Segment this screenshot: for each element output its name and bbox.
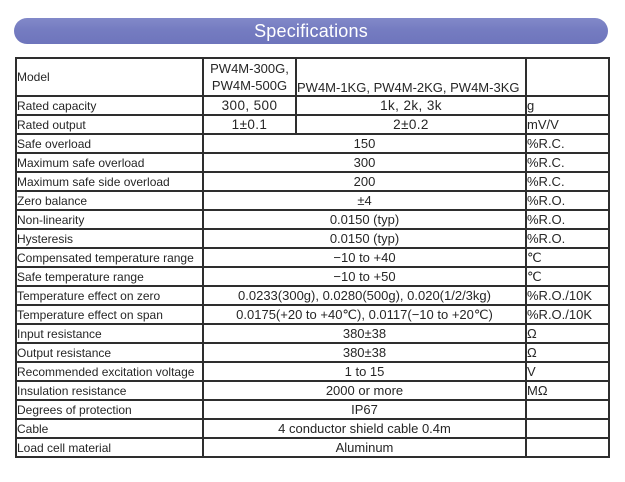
spec-row-label: Safe overload <box>15 133 204 154</box>
spec-row-label: Temperature effect on span <box>15 304 204 325</box>
spec-value: −10 to +40 <box>202 247 527 268</box>
spec-value: 0.0175(+20 to +40℃), 0.0117(−10 to +20℃) <box>202 304 527 325</box>
spec-row-label: Input resistance <box>15 323 204 344</box>
spec-value: 150 <box>202 133 527 154</box>
spec-row-label: Zero balance <box>15 190 204 211</box>
spec-unit-cell <box>525 437 610 458</box>
spec-row-label: Output resistance <box>15 342 204 363</box>
spec-unit-cell: ℃ <box>525 247 610 268</box>
table-row-rated-capacity: Rated capacity 300, 500 1k, 2k, 3k g <box>15 95 610 116</box>
spec-unit-cell: Ω <box>525 323 610 344</box>
table-row: Compensated temperature range −10 to +40… <box>15 247 610 268</box>
spec-unit-cell: V <box>525 361 610 382</box>
spec-unit-cell: %R.C. <box>525 152 610 173</box>
model-group-small-cell: PW4M-300G, PW4M-500G <box>202 57 297 97</box>
table-row: Temperature effect on span 0.0175(+20 to… <box>15 304 610 325</box>
spec-row-label: Load cell material <box>15 437 204 458</box>
spec-unit-cell: %R.O. <box>525 209 610 230</box>
spec-value: −10 to +50 <box>202 266 527 287</box>
table-row: Load cell material Aluminum <box>15 437 610 458</box>
spec-value: IP67 <box>202 399 527 420</box>
table-row-rated-output: Rated output 1±0.1 2±0.2 mV/V <box>15 114 610 135</box>
spec-value: ±4 <box>202 190 527 211</box>
spec-row-label: Cable <box>15 418 204 439</box>
spec-value: 0.0233(300g), 0.0280(500g), 0.020(1/2/3k… <box>202 285 527 306</box>
spec-value: 0.0150 (typ) <box>202 228 527 249</box>
table-row: Safe overload 150 %R.C. <box>15 133 610 154</box>
spec-unit-cell <box>525 418 610 439</box>
table-row: Output resistance 380±38 Ω <box>15 342 610 363</box>
spec-row-label: Hysteresis <box>15 228 204 249</box>
spec-unit-cell: %R.C. <box>525 133 610 154</box>
spec-unit-cell: %R.C. <box>525 171 610 192</box>
spec-value-group-b: 1k, 2k, 3k <box>295 95 527 116</box>
spec-unit-cell: Ω <box>525 342 610 363</box>
table-row: Safe temperature range −10 to +50 ℃ <box>15 266 610 287</box>
table-row: Hysteresis 0.0150 (typ) %R.O. <box>15 228 610 249</box>
spec-value-group-a: 1±0.1 <box>202 114 297 135</box>
table-row: Cable 4 conductor shield cable 0.4m <box>15 418 610 439</box>
spec-unit-cell: %R.O. <box>525 228 610 249</box>
spec-value: 380±38 <box>202 323 527 344</box>
spec-row-label: Maximum safe side overload <box>15 171 204 192</box>
spec-unit-cell <box>525 399 610 420</box>
spec-row-label: Rated capacity <box>15 95 204 116</box>
spec-row-label: Non-linearity <box>15 209 204 230</box>
spec-unit-cell: %R.O./10K <box>525 285 610 306</box>
spec-unit-cell: MΩ <box>525 380 610 401</box>
table-row-model: Model PW4M-300G, PW4M-500G PW4M-1KG, PW4… <box>15 57 610 97</box>
spec-row-label: Rated output <box>15 114 204 135</box>
spec-row-label: Maximum safe overload <box>15 152 204 173</box>
spec-unit-cell: mV/V <box>525 114 610 135</box>
spec-row-label: Insulation resistance <box>15 380 204 401</box>
table-row: Maximum safe side overload 200 %R.C. <box>15 171 610 192</box>
specifications-table: Model PW4M-300G, PW4M-500G PW4M-1KG, PW4… <box>15 57 610 458</box>
table-row: Recommended excitation voltage 1 to 15 V <box>15 361 610 382</box>
spec-unit-cell <box>525 57 610 97</box>
spec-unit-cell: %R.O. <box>525 190 610 211</box>
spec-value: 4 conductor shield cable 0.4m <box>202 418 527 439</box>
spec-value: 1 to 15 <box>202 361 527 382</box>
spec-value: 200 <box>202 171 527 192</box>
table-row: Maximum safe overload 300 %R.C. <box>15 152 610 173</box>
page-title: Specifications <box>254 20 368 41</box>
spec-value: 300 <box>202 152 527 173</box>
spec-row-label: Model <box>15 57 204 97</box>
model-group-small-line1: PW4M-300G, <box>210 61 289 76</box>
spec-row-label: Degrees of protection <box>15 399 204 420</box>
table-row: Non-linearity 0.0150 (typ) %R.O. <box>15 209 610 230</box>
spec-value: 0.0150 (typ) <box>202 209 527 230</box>
spec-value-group-b: 2±0.2 <box>295 114 527 135</box>
model-group-small-line2: PW4M-500G <box>211 78 288 93</box>
spec-row-label: Temperature effect on zero <box>15 285 204 306</box>
model-group-large-cell: PW4M-1KG, PW4M-2KG, PW4M-3KG <box>295 57 527 97</box>
table-row: Input resistance 380±38 Ω <box>15 323 610 344</box>
table-row: Insulation resistance 2000 or more MΩ <box>15 380 610 401</box>
table-row: Zero balance ±4 %R.O. <box>15 190 610 211</box>
spec-value: Aluminum <box>202 437 527 458</box>
table-row: Degrees of protection IP67 <box>15 399 610 420</box>
spec-row-label: Compensated temperature range <box>15 247 204 268</box>
spec-unit-cell: ℃ <box>525 266 610 287</box>
spec-value: 380±38 <box>202 342 527 363</box>
spec-value: 2000 or more <box>202 380 527 401</box>
spec-row-label: Recommended excitation voltage <box>15 361 204 382</box>
table-row: Temperature effect on zero 0.0233(300g),… <box>15 285 610 306</box>
specifications-banner: Specifications <box>14 18 608 44</box>
spec-unit-cell: g <box>525 95 610 116</box>
spec-row-label: Safe temperature range <box>15 266 204 287</box>
spec-value-group-a: 300, 500 <box>202 95 297 116</box>
spec-unit-cell: %R.O./10K <box>525 304 610 325</box>
